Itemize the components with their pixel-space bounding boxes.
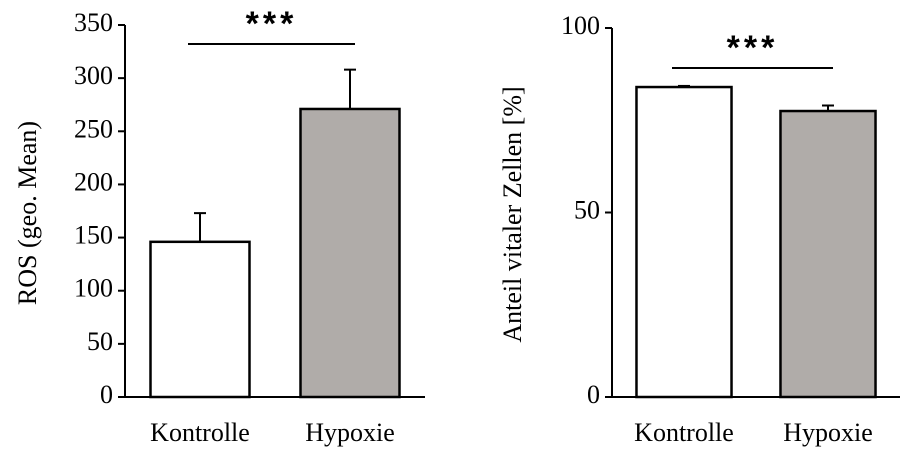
significance-label: *** xyxy=(727,29,779,67)
y-tick-label: 300 xyxy=(74,61,113,90)
bar xyxy=(299,107,401,399)
y-tick-label: 250 xyxy=(74,114,113,143)
x-tick-label: Hypoxie xyxy=(305,418,395,447)
x-tick-label: Kontrolle xyxy=(150,418,250,447)
bar xyxy=(635,85,733,399)
y-tick-label: 150 xyxy=(74,221,113,250)
y-tick-label: 100 xyxy=(561,11,600,40)
significance-label: *** xyxy=(246,5,298,43)
y-tick-label: 0 xyxy=(100,380,113,409)
bar xyxy=(779,109,877,399)
y-tick-label: 100 xyxy=(74,274,113,303)
y-axis-label: ROS (geo. Mean) xyxy=(13,121,42,305)
y-tick-label: 0 xyxy=(587,380,600,409)
x-tick-label: Hypoxie xyxy=(783,418,873,447)
bar xyxy=(149,240,251,399)
y-axis-label: Anteil vitaler Zellen [%] xyxy=(498,86,527,342)
y-tick-label: 50 xyxy=(87,327,113,356)
y-tick-label: 200 xyxy=(74,167,113,196)
x-tick-label: Kontrolle xyxy=(634,418,734,447)
y-tick-label: 350 xyxy=(74,8,113,37)
y-tick-label: 50 xyxy=(574,195,600,224)
